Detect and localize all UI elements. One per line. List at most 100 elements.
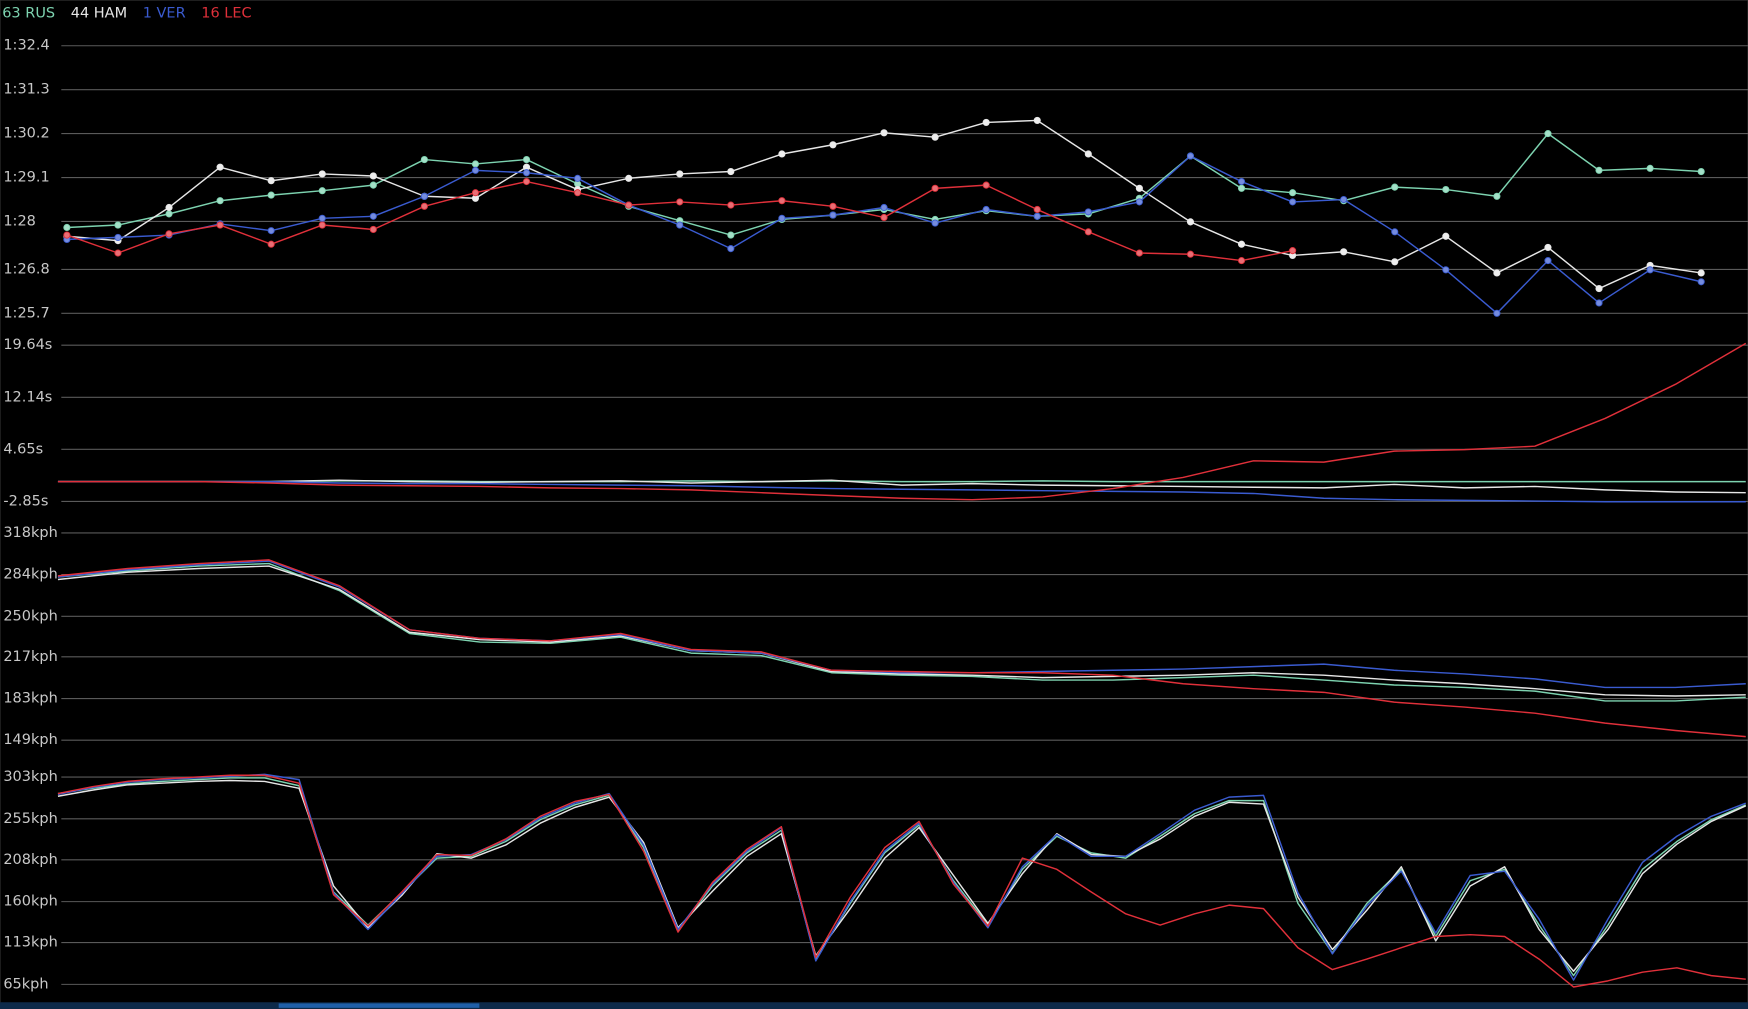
- lap-marker: [1391, 183, 1399, 191]
- lap-marker: [471, 166, 480, 174]
- series-line: [57, 774, 1746, 988]
- lap-marker: [1135, 184, 1143, 192]
- lap-marker: [778, 150, 786, 158]
- y-tick-label: 4.65s: [3, 441, 43, 457]
- lap-marker: [727, 245, 735, 253]
- lap-marker: [318, 214, 326, 222]
- lap-marker: [1186, 218, 1195, 226]
- lap-marker: [829, 202, 837, 210]
- lap-marker: [1493, 309, 1501, 317]
- lap-marker: [318, 221, 326, 229]
- scroll-thumb[interactable]: [278, 1003, 480, 1008]
- lap-marker: [318, 170, 326, 178]
- lap-marker: [1135, 249, 1143, 257]
- y-tick-label: -2.85s: [3, 493, 48, 509]
- lap-marker: [1186, 152, 1195, 160]
- lap-marker: [1237, 184, 1246, 192]
- lap-marker: [369, 225, 377, 234]
- lap-marker: [1442, 185, 1450, 194]
- legend-entry: 44 HAM: [71, 5, 127, 21]
- lap-marker: [1697, 278, 1705, 286]
- lap-marker: [1084, 150, 1092, 158]
- legend-entry: 63 RUS: [2, 5, 55, 21]
- lap-marker: [1544, 130, 1552, 138]
- y-tick-label: 250kph: [3, 608, 57, 624]
- lap-marker: [1493, 192, 1501, 200]
- lap-marker: [267, 240, 275, 248]
- y-tick-label: 1:26.8: [3, 261, 49, 277]
- scroll-track: [0, 1002, 1748, 1009]
- lap-marker: [676, 221, 684, 229]
- lap-marker: [267, 227, 275, 235]
- lap-marker: [1237, 177, 1246, 186]
- lap-marker: [1084, 228, 1092, 236]
- y-tick-label: 1:31.3: [3, 82, 49, 98]
- y-tick-label: 284kph: [3, 567, 57, 583]
- lap-marker: [727, 167, 735, 176]
- lap-marker: [931, 219, 939, 227]
- lap-marker: [1289, 189, 1297, 197]
- y-tick-label: 1:32.4: [3, 38, 49, 54]
- series-line: [57, 565, 1746, 697]
- lap-marker: [1289, 247, 1297, 255]
- legend-entry: 16 LEC: [201, 5, 251, 21]
- lap-marker: [1084, 208, 1092, 216]
- lap-marker: [931, 184, 939, 192]
- lap-marker: [625, 174, 633, 182]
- lap-marker: [267, 177, 275, 185]
- y-tick-label: 217kph: [3, 649, 57, 665]
- lap-marker: [574, 174, 582, 182]
- lap-marker: [880, 203, 888, 212]
- lap-marker: [471, 160, 480, 168]
- lap-marker: [1033, 205, 1041, 214]
- lap-marker: [1544, 243, 1552, 251]
- lap-marker: [1186, 250, 1195, 258]
- lap-marker: [1442, 232, 1450, 240]
- lap-marker: [778, 197, 786, 205]
- lap-marker: [114, 249, 122, 257]
- lap-marker: [114, 233, 122, 242]
- lap-marker: [1289, 198, 1297, 206]
- lap-marker: [1646, 266, 1654, 274]
- lap-marker: [216, 197, 224, 205]
- y-tick-label: 255kph: [3, 811, 57, 827]
- lap-marker: [114, 221, 122, 229]
- y-tick-label: 19.64s: [3, 337, 52, 353]
- lap-marker: [267, 191, 275, 199]
- lap-marker: [982, 181, 990, 189]
- lap-marker: [1646, 164, 1654, 172]
- lap-marker: [216, 163, 224, 171]
- lap-marker: [165, 230, 173, 238]
- y-tick-label: 318kph: [3, 525, 57, 541]
- y-tick-label: 208kph: [3, 852, 57, 868]
- lap-marker: [1595, 299, 1603, 307]
- series-line: [57, 479, 1746, 494]
- lap-marker: [1697, 167, 1705, 176]
- lap-marker: [1340, 195, 1348, 204]
- lap-marker: [216, 221, 224, 229]
- lap-marker: [369, 172, 377, 180]
- lap-marker: [1237, 257, 1246, 265]
- lap-marker: [63, 223, 71, 232]
- y-tick-label: 1:28: [3, 213, 36, 229]
- y-tick-label: 1:25.7: [3, 305, 49, 321]
- lap-marker: [420, 156, 428, 164]
- lap-marker: [522, 156, 531, 164]
- lap-marker: [165, 210, 173, 218]
- lap-marker: [574, 189, 582, 197]
- y-tick-label: 149kph: [3, 732, 57, 748]
- lap-marker: [1391, 258, 1399, 266]
- lap-marker: [625, 201, 633, 209]
- lap-marker: [1033, 116, 1041, 124]
- series-line: [57, 779, 1747, 972]
- lap-marker: [1442, 266, 1450, 274]
- lap-marker: [1493, 269, 1501, 277]
- lap-marker: [880, 213, 888, 222]
- lap-marker: [1033, 212, 1041, 220]
- series-line: [57, 560, 1746, 689]
- y-tick-label: 1:29.1: [3, 170, 49, 186]
- lap-marker: [982, 205, 990, 214]
- lap-marker: [369, 181, 377, 189]
